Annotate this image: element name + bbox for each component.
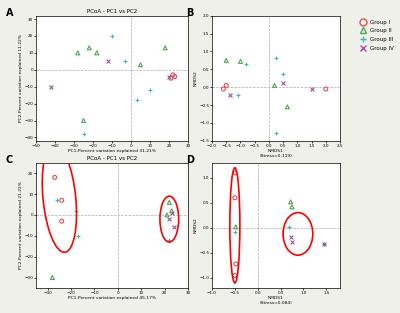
- Point: [232, 273, 238, 278]
- Point: [168, 76, 174, 81]
- Point: [280, 71, 286, 76]
- Point: [94, 50, 100, 55]
- Point: [49, 275, 56, 280]
- Point: [220, 86, 226, 91]
- Point: [171, 225, 177, 230]
- Point: [289, 239, 295, 244]
- X-axis label: NMDS1
(Stress=0.119): NMDS1 (Stress=0.119): [260, 149, 292, 158]
- Text: C: C: [6, 155, 13, 165]
- Point: [166, 238, 172, 243]
- Point: [273, 55, 279, 60]
- Point: [109, 33, 115, 38]
- Point: [172, 74, 178, 79]
- Point: [168, 210, 175, 215]
- Point: [162, 45, 168, 50]
- Point: [288, 199, 294, 204]
- Point: [86, 45, 92, 50]
- Point: [58, 198, 65, 203]
- Point: [58, 219, 65, 224]
- Text: A: A: [6, 8, 13, 18]
- Point: [321, 241, 327, 246]
- Point: [237, 59, 244, 64]
- Text: B: B: [186, 8, 194, 18]
- Point: [75, 233, 81, 238]
- Point: [232, 195, 238, 200]
- Point: [223, 83, 230, 88]
- Point: [166, 200, 172, 205]
- Point: [322, 86, 329, 91]
- Y-axis label: NMDS2: NMDS2: [194, 70, 198, 86]
- Point: [232, 170, 238, 175]
- Y-axis label: PC2-Percent variation explained 21.22%: PC2-Percent variation explained 21.22%: [19, 182, 23, 269]
- Point: [166, 74, 172, 79]
- Point: [232, 224, 239, 229]
- Title: PCoA - PC1 vs PC2: PCoA - PC1 vs PC2: [87, 156, 137, 161]
- Title: PCoA - PC1 vs PC2: PCoA - PC1 vs PC2: [87, 9, 137, 14]
- Point: [280, 80, 286, 85]
- Point: [232, 261, 239, 266]
- Point: [80, 118, 87, 123]
- Point: [105, 59, 111, 64]
- Point: [168, 208, 175, 213]
- Point: [289, 204, 295, 209]
- Point: [134, 98, 140, 103]
- Point: [54, 198, 60, 203]
- Point: [286, 224, 292, 229]
- Point: [243, 61, 249, 66]
- Legend: Group I, Group II, Group III, Group IV: Group I, Group II, Group III, Group IV: [356, 18, 395, 52]
- Point: [223, 58, 230, 63]
- Point: [308, 86, 315, 91]
- Point: [170, 72, 176, 77]
- Y-axis label: PC2-Percent variation explained 11.22%: PC2-Percent variation explained 11.22%: [19, 34, 23, 122]
- Point: [80, 131, 87, 136]
- Point: [227, 93, 234, 98]
- Point: [288, 234, 294, 239]
- Point: [122, 59, 128, 64]
- Point: [232, 229, 238, 234]
- Point: [137, 62, 144, 67]
- Text: D: D: [186, 155, 194, 165]
- Point: [74, 50, 81, 55]
- Point: [273, 131, 279, 136]
- Point: [284, 104, 290, 109]
- Point: [166, 217, 172, 222]
- Y-axis label: NMDS2: NMDS2: [194, 218, 198, 233]
- Point: [72, 208, 79, 213]
- Point: [52, 175, 58, 180]
- Point: [48, 84, 54, 89]
- Point: [147, 88, 153, 93]
- Point: [271, 83, 278, 88]
- X-axis label: PC1-Percent variation explained 31.21%: PC1-Percent variation explained 31.21%: [68, 149, 156, 153]
- X-axis label: NMDS1
(Stress=0.084): NMDS1 (Stress=0.084): [260, 296, 292, 305]
- Point: [321, 241, 327, 246]
- X-axis label: PC1-Percent variation explained 45.17%: PC1-Percent variation explained 45.17%: [68, 296, 156, 300]
- Point: [234, 93, 241, 98]
- Point: [164, 213, 170, 218]
